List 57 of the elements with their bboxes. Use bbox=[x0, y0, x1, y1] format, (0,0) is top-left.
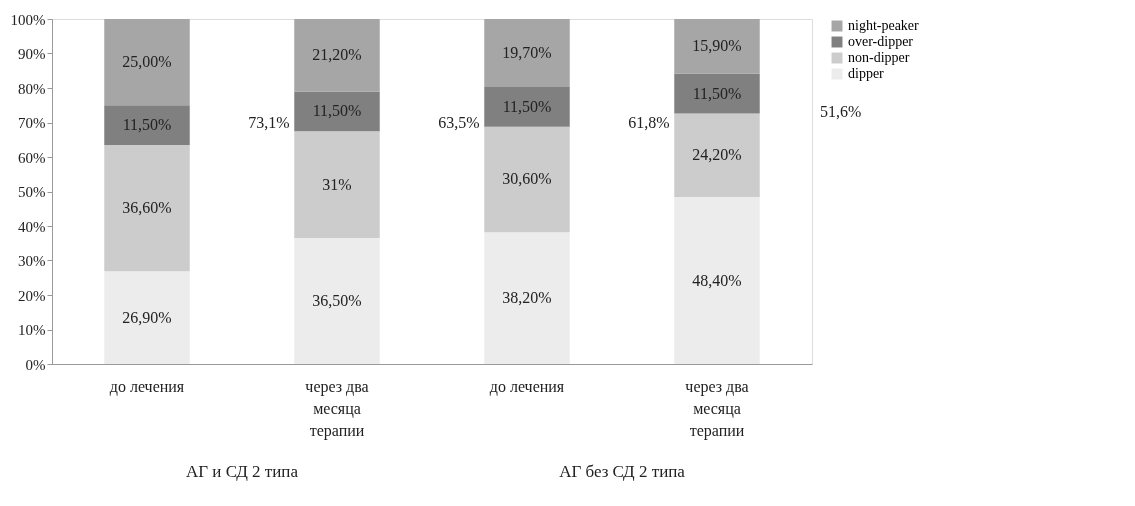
bar bbox=[104, 105, 190, 145]
bar bbox=[674, 113, 760, 198]
y-tick-label: 90% bbox=[18, 46, 46, 62]
bar bbox=[674, 197, 760, 364]
data-label: 15,90% bbox=[692, 37, 742, 55]
bar bbox=[104, 19, 190, 106]
text: 51,6% bbox=[820, 103, 862, 121]
data-label: 11,50% bbox=[502, 97, 552, 115]
annotation: 61,8% bbox=[628, 113, 670, 131]
data-label: 11,50% bbox=[122, 116, 172, 134]
data-label: 25,00% bbox=[122, 53, 172, 71]
data-label: 36,60% bbox=[122, 199, 172, 217]
y-tick-label: 40% bbox=[18, 218, 46, 235]
bar bbox=[484, 232, 570, 364]
legend-label: non-dipper bbox=[848, 50, 910, 65]
x-tick-label: до лечения bbox=[489, 377, 565, 396]
x-tick-label: до лечения bbox=[109, 377, 185, 396]
data-label: 11,50% bbox=[312, 102, 362, 120]
data-label: 38,20% bbox=[502, 289, 552, 307]
y-tick-label: 60% bbox=[18, 149, 46, 166]
data-label: 24,20% bbox=[692, 146, 742, 164]
annotation: 73,1% bbox=[248, 113, 290, 131]
bar bbox=[674, 73, 760, 114]
bar bbox=[294, 238, 380, 364]
y-tick-label: 80% bbox=[18, 80, 46, 97]
bar bbox=[104, 144, 190, 272]
bar bbox=[484, 126, 570, 233]
bar bbox=[484, 86, 570, 127]
y-tick-label: 50% bbox=[18, 184, 46, 200]
annotation: 63,5% bbox=[438, 113, 480, 131]
data-label: 26,90% bbox=[122, 308, 172, 326]
y-tick-label: 0% bbox=[25, 356, 46, 373]
bar bbox=[294, 131, 380, 239]
y-tick-label: 30% bbox=[18, 253, 46, 269]
bar bbox=[104, 271, 190, 364]
bar bbox=[294, 91, 380, 132]
y-tick-label: 20% bbox=[18, 287, 46, 304]
text: АГ и СД 2 типа bbox=[186, 462, 299, 481]
data-label: 11,50% bbox=[692, 84, 742, 102]
text: АГ без СД 2 типа bbox=[559, 462, 686, 481]
bar bbox=[484, 19, 570, 87]
x-tick-label: через два месяца терапии bbox=[685, 377, 749, 440]
data-label: 30,60% bbox=[502, 170, 552, 188]
bar bbox=[674, 19, 760, 74]
y-tick-label: 100% bbox=[10, 11, 46, 28]
y-tick-label: 70% bbox=[18, 115, 46, 131]
data-label: 31% bbox=[322, 175, 352, 193]
legend-label: over-dipper bbox=[848, 34, 914, 49]
x-tick-label: через два месяца терапии bbox=[305, 377, 369, 440]
data-label: 19,70% bbox=[502, 43, 552, 61]
data-label: 48,40% bbox=[692, 271, 742, 289]
data-label: 21,20% bbox=[312, 45, 362, 63]
y-tick-label: 10% bbox=[18, 322, 46, 338]
legend-label: dipper bbox=[848, 66, 885, 81]
bar bbox=[294, 19, 380, 92]
data-label: 36,50% bbox=[312, 292, 362, 310]
legend-label: night-peaker bbox=[848, 18, 920, 33]
